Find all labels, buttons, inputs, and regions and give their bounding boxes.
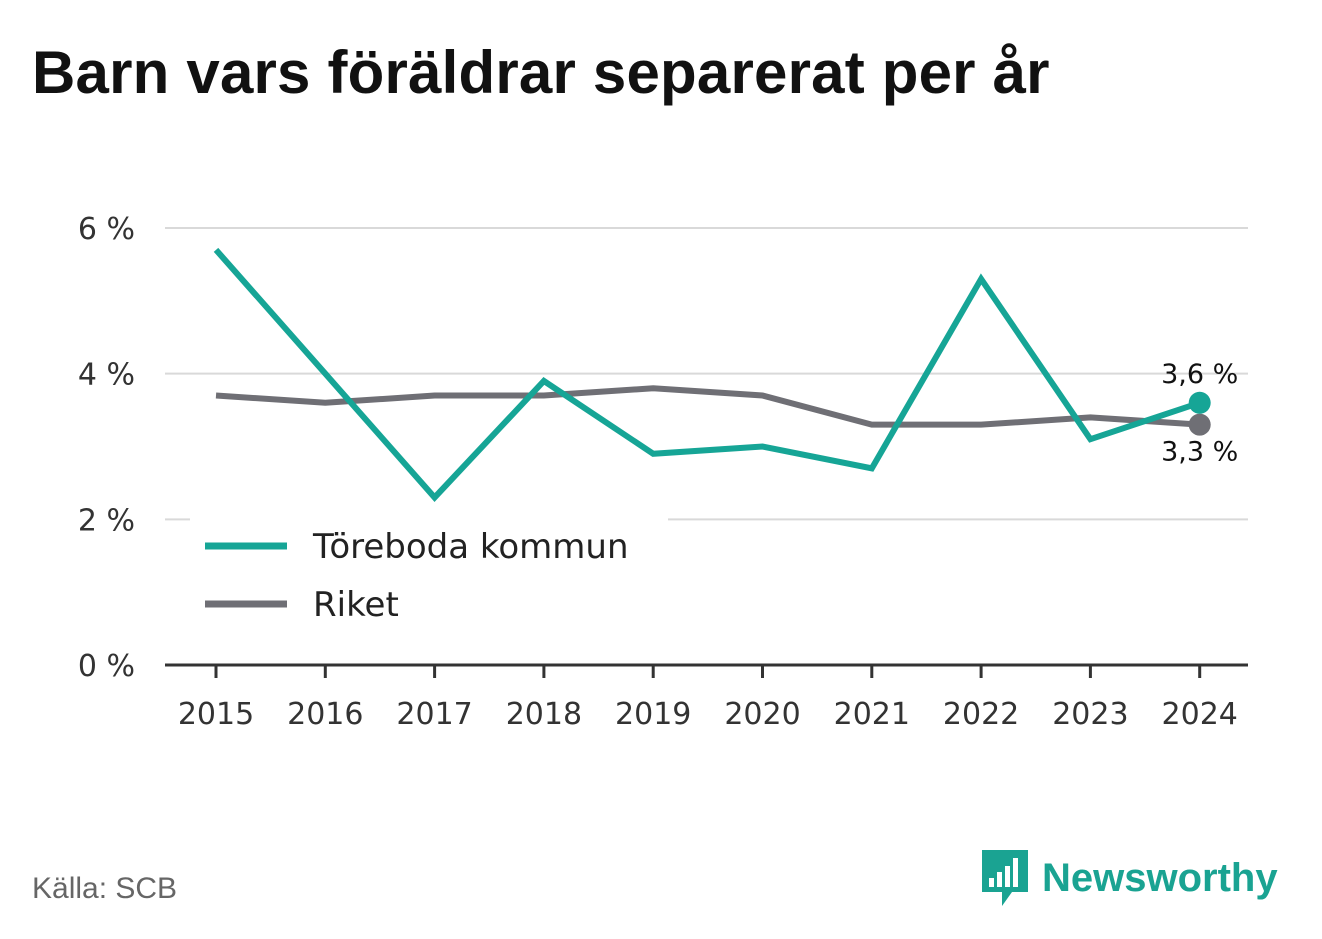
y-tick-label: 2 % [78,503,135,538]
series-line [215,385,1200,428]
brand-logo: Newsworthy [980,848,1278,908]
y-tick-label: 0 % [78,649,135,684]
y-tick-label: 4 % [78,358,135,393]
x-tick-label: 2019 [615,697,691,732]
x-tick-label: 2022 [943,697,1019,732]
legend-label: Riket [313,585,399,625]
x-tick-label: 2015 [178,697,254,732]
x-tick-label: 2021 [834,697,910,732]
end-value-label: 3,3 % [1161,437,1238,468]
x-tick-label: 2018 [506,697,582,732]
source-note: Källa: SCB [32,872,178,905]
series-endpoint [1188,413,1211,436]
x-tick-label: 2020 [724,697,800,732]
end-value-label: 3,6 % [1161,359,1238,390]
x-tick-label: 2016 [287,697,363,732]
legend-label: Töreboda kommun [312,527,629,567]
legend-box [190,518,668,640]
x-tick-label: 2023 [1052,697,1128,732]
x-tick-label: 2024 [1162,697,1238,732]
x-tick-label: 2017 [396,697,472,732]
y-tick-label: 6 % [78,212,135,247]
chart-title: Barn vars föräldrar separerat per år [32,39,1050,106]
bar-chart-speech-bubble-icon [982,850,1028,906]
brand-name: Newsworthy [1042,855,1278,900]
series-endpoint [1188,391,1211,414]
series-line [213,247,1201,502]
